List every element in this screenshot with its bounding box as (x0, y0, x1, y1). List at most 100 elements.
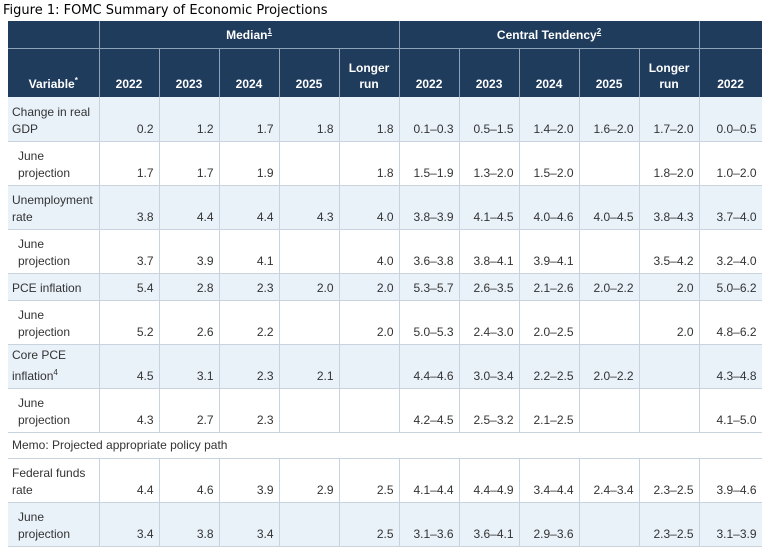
table-cell: 4.2–4.5 (399, 388, 460, 433)
median-col-header: 2022 (99, 48, 160, 97)
table-cell: 3.1–3.6 (399, 502, 460, 547)
table-cell: 1.7 (219, 97, 280, 142)
row-label: June projection (8, 388, 100, 433)
table-cell: 2.0–2.2 (579, 344, 640, 389)
table-cell: 2.2–2.5 (519, 344, 580, 389)
table-cell: 0.0–0.5 (699, 97, 762, 142)
table-cell: 1.6–2.0 (579, 97, 640, 142)
variable-header-label: Variable (28, 77, 75, 91)
table-cell: 4.4 (159, 185, 220, 230)
table-cell: 3.8–3.9 (399, 185, 460, 230)
table-cell: 1.8 (279, 97, 340, 142)
median-col-header: 2024 (219, 48, 280, 97)
table-cell: 2.3 (219, 273, 280, 301)
table-cell: 5.0–6.2 (699, 273, 762, 301)
table-row: Change in real GDP 0.2 1.2 1.7 1.8 1.8 0.1–0.3… (8, 97, 762, 142)
row-label-text: June projection (18, 236, 71, 268)
table-cell: 2.8 (159, 273, 220, 301)
table-cell (639, 388, 700, 433)
table-cell: 2.9–3.6 (519, 502, 580, 547)
table-cell: 3.4 (99, 502, 160, 547)
table-row: Federal funds rate 4.4 4.6 3.9 2.9 2.5 4.1–4.4… (8, 458, 762, 503)
table-cell: 2.5 (339, 502, 400, 547)
table-cell: 2.1–2.5 (519, 388, 580, 433)
table-cell: 2.0 (279, 273, 340, 301)
table-cell: 2.3–2.5 (639, 458, 700, 503)
table-cell: 4.4–4.9 (459, 458, 520, 503)
table-row: June projection 5.2 2.6 2.2 2.0 5.0–5.3 2.4–3.… (8, 300, 762, 345)
table-cell (579, 141, 640, 186)
table-row: Unemployment rate 3.8 4.4 4.4 4.3 4.0 3.8–3.9 4… (8, 185, 762, 230)
memo-label: Memo: Projected appropriate policy path (8, 432, 762, 459)
central-tendency-group-header: Central Tendency2 (399, 21, 700, 49)
table-cell: 0.5–1.5 (459, 97, 520, 142)
table-cell: 3.6–3.8 (399, 229, 460, 274)
figure-title: Figure 1: FOMC Summary of Economic Proje… (3, 3, 328, 18)
table-body: Change in real GDP 0.2 1.2 1.7 1.8 1.8 0.1–0.3… (8, 97, 762, 547)
table-row: PCE inflation 5.4 2.8 2.3 2.0 2.0 5.3–5.7 2.6–3… (8, 273, 762, 301)
table-cell: 2.0 (639, 300, 700, 345)
table-row: June projection 3.4 3.8 3.4 2.5 3.1–3.6 3.6–4.… (8, 502, 762, 547)
table-cell: 1.7 (159, 141, 220, 186)
median-col-header: 2025 (279, 48, 340, 97)
table-cell: 2.6 (159, 300, 220, 345)
extra-col-header: 2022 (699, 48, 762, 97)
table-cell: 1.0–2.0 (699, 141, 762, 186)
table-cell: 4.4 (219, 185, 280, 230)
extra-group-header (699, 21, 762, 49)
table-cell: 2.5 (339, 458, 400, 503)
row-label: June projection (8, 229, 100, 274)
table-cell: 3.9 (159, 229, 220, 274)
row-label-text: June projection (18, 307, 71, 339)
table-cell: 2.7 (159, 388, 220, 433)
table-cell (279, 141, 340, 186)
table-cell: 2.3 (219, 388, 280, 433)
table-cell: 3.1 (159, 344, 220, 389)
table-cell: 2.3 (219, 344, 280, 389)
table-cell: 0.1–0.3 (399, 97, 460, 142)
table-cell: 3.8–4.3 (639, 185, 700, 230)
table-cell: 4.1–4.5 (459, 185, 520, 230)
table-cell (579, 229, 640, 274)
table-cell: 2.0 (639, 273, 700, 301)
central-tendency-col-header: Longer run (639, 48, 700, 97)
table-cell: 4.5 (99, 344, 160, 389)
table-cell: 3.4–4.4 (519, 458, 580, 503)
table-cell (279, 300, 340, 345)
central-tendency-header-label: Central Tendency (496, 28, 597, 42)
row-label-text: PCE inflation (12, 280, 82, 295)
table-cell: 4.4–4.6 (399, 344, 460, 389)
table-cell: 1.3–2.0 (459, 141, 520, 186)
table-row: June projection 3.7 3.9 4.1 4.0 3.6–3.8 3.8–4.… (8, 229, 762, 274)
table-cell: 4.1–4.4 (399, 458, 460, 503)
table-cell: 3.9–4.6 (699, 458, 762, 503)
central-tendency-footnote: 2 (596, 27, 602, 36)
table-cell: 4.0–4.6 (519, 185, 580, 230)
row-label: Core PCE inflation4 (8, 344, 100, 389)
table-cell: 3.8 (99, 185, 160, 230)
table-cell: 4.6 (159, 458, 220, 503)
table-cell (579, 502, 640, 547)
projections-table: Median1 Central Tendency2 Variable* 2022… (8, 21, 762, 547)
table-cell: 2.4–3.0 (459, 300, 520, 345)
central-tendency-col-header: 2022 (399, 48, 460, 97)
row-label: June projection (8, 300, 100, 345)
table-cell: 1.4–2.0 (519, 97, 580, 142)
row-label-footnote: 4 (53, 367, 58, 377)
median-group-header: Median1 (99, 21, 400, 49)
table-cell: 4.8–6.2 (699, 300, 762, 345)
row-label-text: Core PCE inflation (12, 347, 67, 383)
row-label-text: June projection (18, 148, 71, 180)
row-label-text: Change in real GDP (12, 104, 91, 136)
table-cell: 2.2 (219, 300, 280, 345)
table-cell: 4.3 (99, 388, 160, 433)
table-row: June projection 1.7 1.7 1.9 1.8 1.5–1.9 1.3–2.… (8, 141, 762, 186)
row-label: June projection (8, 141, 100, 186)
table-cell: 4.0 (339, 229, 400, 274)
median-header-label: Median (226, 28, 268, 42)
table-cell: 0.2 (99, 97, 160, 142)
median-col-header: 2023 (159, 48, 220, 97)
table-cell: 2.9 (279, 458, 340, 503)
table-cell: 1.8–2.0 (639, 141, 700, 186)
table-cell: 2.6–3.5 (459, 273, 520, 301)
